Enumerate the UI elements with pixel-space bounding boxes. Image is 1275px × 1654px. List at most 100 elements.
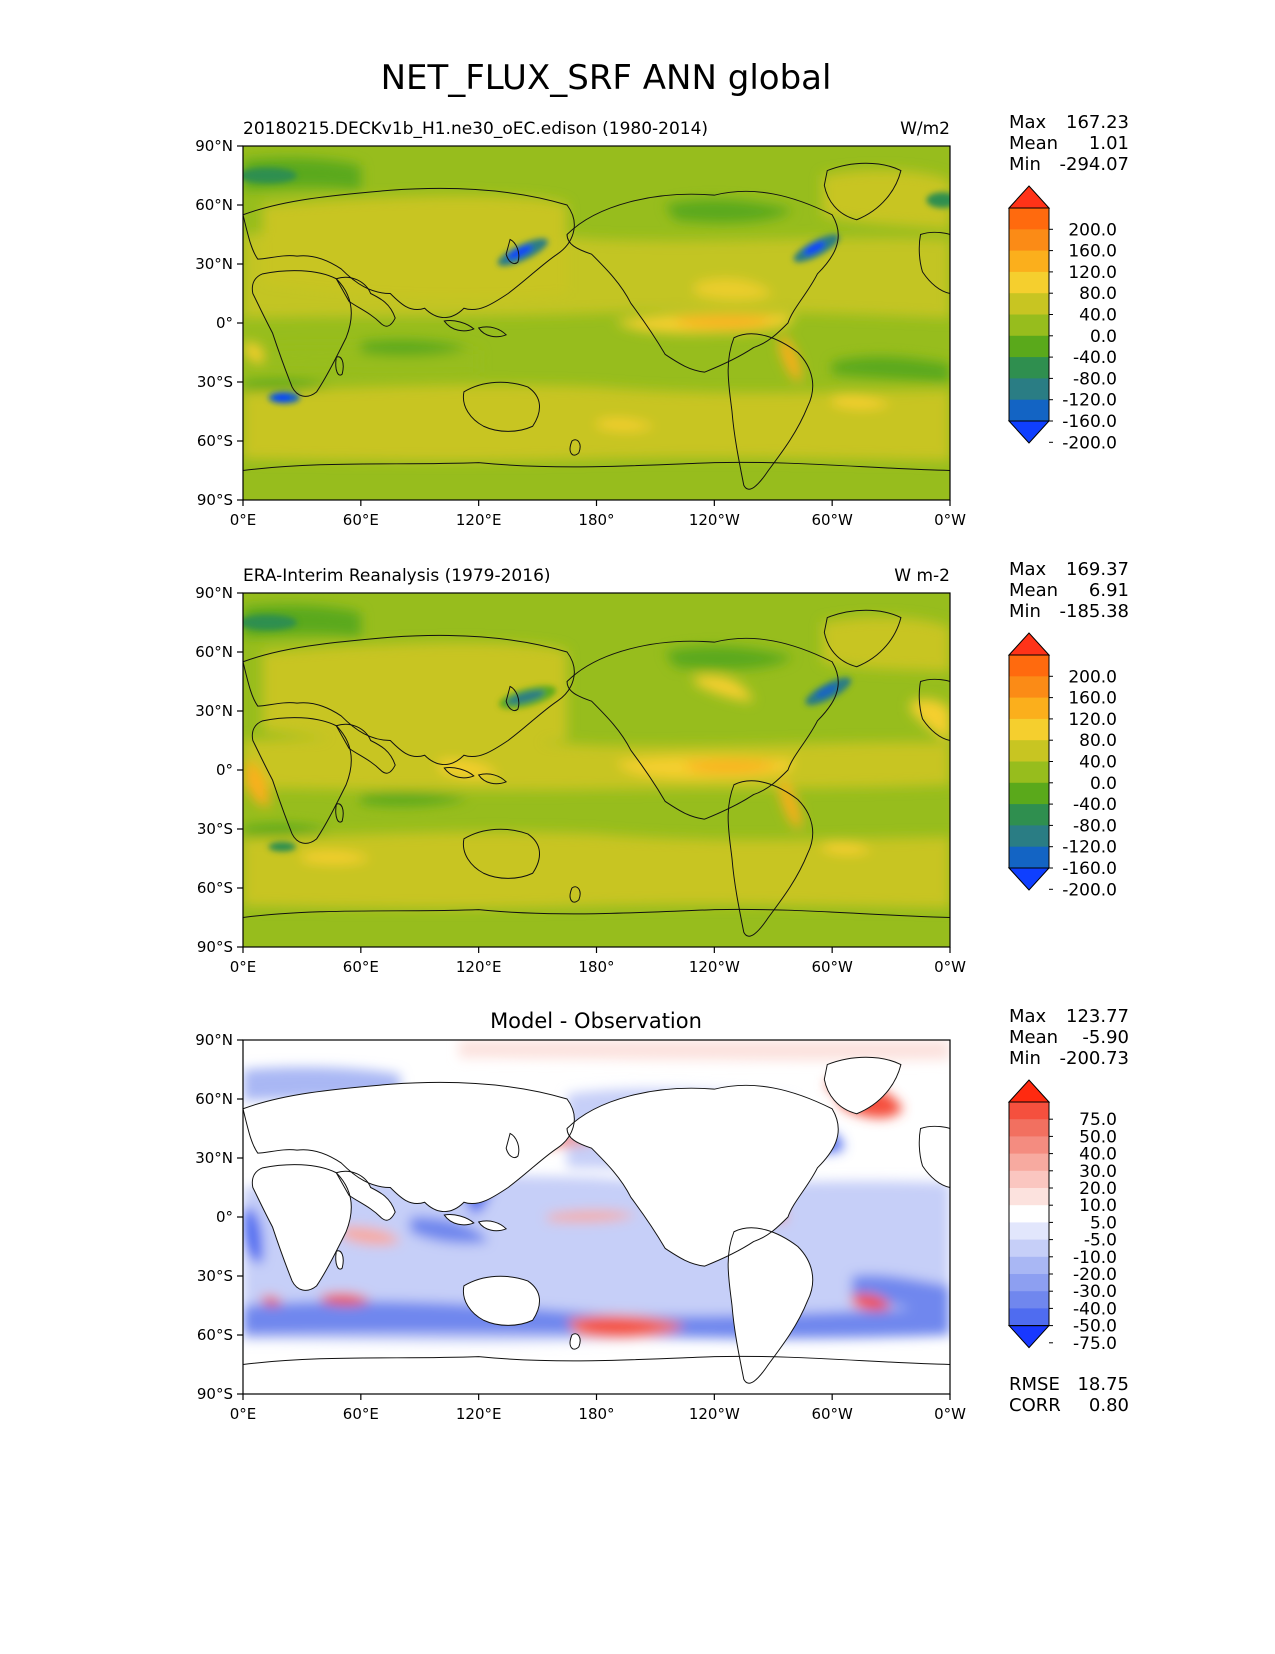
colorbar-label: -200.0 [1062,880,1117,900]
panel-diff-corr-label: CORR [1009,1395,1061,1416]
colorbar-swatch [1009,1102,1049,1120]
colorbar-label: 160.0 [1068,242,1117,262]
panel-model-max-label: Max [1009,112,1047,133]
colorbar-extend-bottom [1007,1325,1051,1349]
x-tick-label: 60°E [343,511,379,529]
x-tick-label: 60°E [343,958,379,976]
y-tick-label: 30°N [195,255,233,273]
panel-model-mean-value: 1.01 [1089,133,1129,154]
x-tick-label: 60°W [811,511,853,529]
x-tick-label: 0°E [230,958,257,976]
panel-model-axis: 0°E 60°E 120°E 180° 120°W 60°W 0°W 90°N 60°N 30°N… [195,137,966,529]
figure-title: NET_FLUX_SRF ANN global [381,58,832,98]
panel-obs-mean-label: Mean [1009,580,1058,601]
colorbar-label: 120.0 [1068,263,1117,283]
panel-obs-title-left: ERA-Interim Reanalysis (1979-2016) [243,566,551,586]
colorbar-swatch [1009,250,1049,273]
colorbar-label: -40.0 [1073,795,1117,815]
x-tick-label: 0°E [230,511,257,529]
colorbar-label: -40.0 [1073,1299,1117,1319]
panel-model-colorbar: 200.0160.0120.080.040.00.0-40.0-80.0-120… [1007,185,1117,453]
y-tick-label: 90°N [195,584,233,602]
x-tick-label: 180° [578,511,614,529]
colorbar-label: -30.0 [1073,1282,1117,1302]
colorbar-label: 200.0 [1068,220,1117,240]
x-tick-label: 0°W [934,958,966,976]
colorbar-label: -50.0 [1073,1317,1117,1337]
colorbar-label: 40.0 [1079,1145,1117,1165]
y-tick-label: 60°N [195,1090,233,1108]
colorbar-swatch [1009,1170,1049,1189]
colorbar-swatch [1009,804,1049,826]
colorbar-label: 40.0 [1079,306,1117,326]
x-tick-label: 120°E [456,1405,502,1423]
colorbar-swatch [1009,740,1049,762]
colorbar-label: -40.0 [1073,348,1117,368]
colorbar-swatch [1009,1256,1049,1275]
panel-obs-max-value: 169.37 [1066,559,1129,580]
y-tick-label: 0° [216,1208,233,1226]
x-tick-label: 60°W [811,958,853,976]
panel-obs-min-value: -185.38 [1060,601,1129,622]
panel-model-mean-label: Mean [1009,133,1058,154]
y-tick-label: 60°N [195,643,233,661]
x-tick-label: 120°W [689,1405,740,1423]
y-tick-label: 60°S [197,879,233,897]
colorbar-label: 10.0 [1079,1196,1117,1216]
panel-obs-title-right: W m-2 [894,566,950,586]
colorbar-swatch [1009,1153,1049,1172]
x-tick-label: 120°E [456,958,502,976]
x-tick-label: 0°E [230,1405,257,1423]
y-tick-label: 90°N [195,1031,233,1049]
panel-model-min-label: Min [1009,154,1041,175]
colorbar-extend-top [1007,185,1051,209]
colorbar-swatch [1009,1119,1049,1137]
panel-diff-corr-value: 0.80 [1089,1395,1129,1416]
panel-diff-rmse-label: RMSE [1009,1374,1060,1395]
x-tick-label: 120°W [689,958,740,976]
y-tick-label: 30°N [195,702,233,720]
panel-diff: Model - Observation [195,1006,1129,1423]
x-tick-label: 60°E [343,1405,379,1423]
colorbar-label: -80.0 [1073,816,1117,836]
panel-model-max-value: 167.23 [1066,112,1129,133]
colorbar-swatch [1009,782,1049,805]
x-tick-label: 120°E [456,511,502,529]
colorbar-swatch [1009,1291,1049,1309]
colorbar-swatch [1009,1239,1049,1258]
panel-diff-max-value: 123.77 [1066,1006,1129,1027]
colorbar-label: 5.0 [1090,1213,1117,1233]
x-tick-label: 0°W [934,1405,966,1423]
colorbar-label: -5.0 [1084,1231,1117,1251]
panel-diff-min-value: -200.73 [1060,1048,1129,1069]
y-tick-label: 30°S [197,1267,233,1285]
panel-obs-map [243,593,950,947]
colorbar-extend-top [1007,1079,1051,1103]
y-tick-label: 60°N [195,196,233,214]
panel-model-title-left: 20180215.DECKv1b_H1.ne30_oEC.edison (198… [243,119,708,139]
colorbar-label: -160.0 [1062,412,1117,432]
y-tick-label: 60°S [197,1326,233,1344]
panel-model-min-value: -294.07 [1060,154,1129,175]
colorbar-label: 200.0 [1068,667,1117,687]
panel-diff-rmse-value: 18.75 [1077,1374,1129,1395]
colorbar-swatch [1009,378,1049,401]
panel-obs-max-label: Max [1009,559,1047,580]
panel-model: 20180215.DECKv1b_H1.ne30_oEC.edison (198… [195,112,1129,529]
panel-diff-max-label: Max [1009,1006,1047,1027]
x-tick-label: 60°W [811,1405,853,1423]
colorbar-swatch [1009,1222,1049,1241]
colorbar-swatch [1009,676,1049,699]
y-tick-label: 0° [216,761,233,779]
panel-obs: ERA-Interim Reanalysis (1979-2016) W m-2 [195,559,1129,976]
y-tick-label: 30°N [195,1149,233,1167]
panel-obs-axis: 0°E 60°E 120°E 180° 120°W 60°W 0°W 90°N 60°N 30°N… [195,584,966,976]
colorbar-swatch [1009,761,1049,784]
colorbar-swatch [1009,825,1049,848]
colorbar-swatch [1009,846,1049,869]
y-tick-label: 30°S [197,373,233,391]
colorbar-swatch [1009,655,1049,677]
panel-obs-colorbar: 200.0160.0120.080.040.00.0-40.0-80.0-120… [1007,632,1117,900]
colorbar-swatch [1009,271,1049,294]
panel-diff-map [243,1040,950,1394]
